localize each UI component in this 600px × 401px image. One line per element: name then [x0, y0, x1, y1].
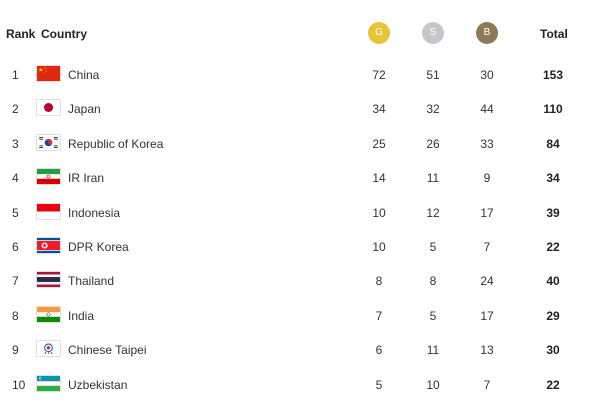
country-name-link[interactable]: Indonesia — [68, 205, 121, 220]
iran-flag-icon — [37, 169, 60, 185]
table-row[interactable]: 6 DPR Korea 10 5 7 22 — [0, 229, 600, 263]
table-row[interactable]: 10 Uzbekistan 5 10 7 22 — [0, 367, 600, 401]
silver-count-cell: 5 — [429, 308, 437, 323]
bronze-count-cell: 44 — [480, 102, 494, 117]
silver-medal-icon[interactable]: S — [422, 22, 444, 44]
japan-flag-icon — [37, 100, 60, 116]
total-count-cell: 22 — [546, 240, 560, 254]
bronze-count-cell: 7 — [483, 240, 491, 254]
bronze-count-cell: 30 — [480, 68, 494, 82]
table-header: Rank Country G S B Total — [0, 0, 600, 64]
gold-count-cell: 10 — [372, 205, 386, 220]
table-row[interactable]: 3 Republic of Korea 25 26 33 84 — [0, 126, 600, 160]
rank-cell: 5 — [12, 205, 19, 220]
gold-count-cell: 34 — [372, 102, 386, 117]
bronze-medal-icon[interactable]: B — [476, 22, 498, 44]
silver-count-cell: 8 — [429, 274, 437, 289]
india-flag-icon — [37, 306, 60, 322]
silver-count-cell: 5 — [429, 240, 437, 254]
gold-count-cell: 72 — [372, 68, 386, 82]
table-row[interactable]: 7 Thailand 8 8 24 40 — [0, 263, 600, 297]
rank-cell: 7 — [12, 274, 19, 289]
table-row[interactable]: 8 India 7 5 17 29 — [0, 298, 600, 332]
bronze-count-cell: 17 — [480, 205, 494, 220]
gold-count-cell: 8 — [375, 274, 383, 289]
country-name-link[interactable]: Uzbekistan — [68, 377, 128, 392]
silver-count-cell: 10 — [426, 377, 440, 392]
country-name-link[interactable]: India — [68, 308, 95, 323]
country-name-link[interactable]: Japan — [68, 102, 101, 117]
bronze-count-cell: 24 — [480, 274, 494, 289]
silver-count-cell: 32 — [426, 102, 440, 117]
country-name-link[interactable]: China — [68, 68, 100, 82]
silver-count-cell: 11 — [426, 171, 440, 186]
country-name-link[interactable]: Thailand — [68, 274, 115, 289]
gold-count-cell: 14 — [372, 171, 386, 186]
total-count-cell: 153 — [542, 68, 564, 82]
country-name-link[interactable]: DPR Korea — [68, 240, 129, 254]
gold-medal-icon[interactable]: G — [368, 22, 390, 44]
silver-count-cell: 51 — [426, 68, 440, 82]
table-row[interactable]: 2 Japan 34 32 44 110 — [0, 91, 600, 125]
total-header[interactable]: Total — [540, 27, 568, 41]
gold-count-cell: 25 — [372, 136, 386, 151]
thailand-flag-icon — [37, 272, 60, 288]
rank-cell: 1 — [12, 68, 19, 82]
silver-count-cell: 11 — [426, 343, 440, 358]
uzbekistan-flag-icon — [37, 375, 60, 391]
gold-count-cell: 5 — [375, 377, 383, 392]
bronze-count-cell: 17 — [480, 308, 494, 323]
bronze-count-cell: 33 — [480, 136, 494, 151]
total-count-cell: 30 — [546, 343, 560, 358]
total-count-cell: 34 — [546, 171, 560, 186]
rank-cell: 9 — [12, 343, 19, 358]
rank-cell: 4 — [12, 171, 19, 186]
rank-cell: 3 — [12, 136, 19, 151]
chinese-taipei-flag-icon — [37, 341, 60, 357]
rank-cell: 6 — [12, 240, 19, 254]
country-name-link[interactable]: Chinese Taipei — [68, 343, 147, 358]
table-row[interactable]: 9 Chinese Taipei 6 11 13 30 — [0, 332, 600, 366]
rank-cell: 2 — [12, 102, 19, 117]
bronze-count-cell: 9 — [483, 171, 491, 186]
table-row[interactable]: 5 Indonesia 10 12 17 39 — [0, 195, 600, 229]
bronze-count-cell: 13 — [480, 343, 494, 358]
bronze-count-cell: 7 — [483, 377, 491, 392]
gold-count-cell: 7 — [375, 308, 383, 323]
silver-count-cell: 12 — [426, 205, 440, 220]
silver-count-cell: 26 — [426, 136, 440, 151]
rank-cell: 8 — [12, 308, 19, 323]
dpr-korea-flag-icon — [37, 238, 60, 253]
total-count-cell: 110 — [543, 102, 563, 117]
country-name-link[interactable]: Republic of Korea — [68, 136, 164, 151]
total-count-cell: 39 — [546, 205, 560, 220]
table-row[interactable]: 4 IR Iran 14 11 9 34 — [0, 160, 600, 194]
rank-cell: 10 — [12, 377, 26, 392]
gold-count-cell: 10 — [372, 240, 386, 254]
china-flag-icon — [37, 66, 60, 81]
total-count-cell: 40 — [546, 274, 560, 289]
rank-header[interactable]: Rank — [6, 27, 36, 41]
country-header[interactable]: Country — [41, 27, 87, 41]
total-count-cell: 84 — [546, 136, 560, 151]
indonesia-flag-icon — [37, 203, 60, 219]
total-count-cell: 22 — [546, 377, 560, 392]
korea-flag-icon — [37, 134, 60, 150]
gold-count-cell: 6 — [375, 343, 383, 358]
table-row[interactable]: 1 China 72 51 30 153 — [0, 57, 600, 91]
total-count-cell: 29 — [546, 308, 560, 323]
country-name-link[interactable]: IR Iran — [68, 171, 105, 186]
